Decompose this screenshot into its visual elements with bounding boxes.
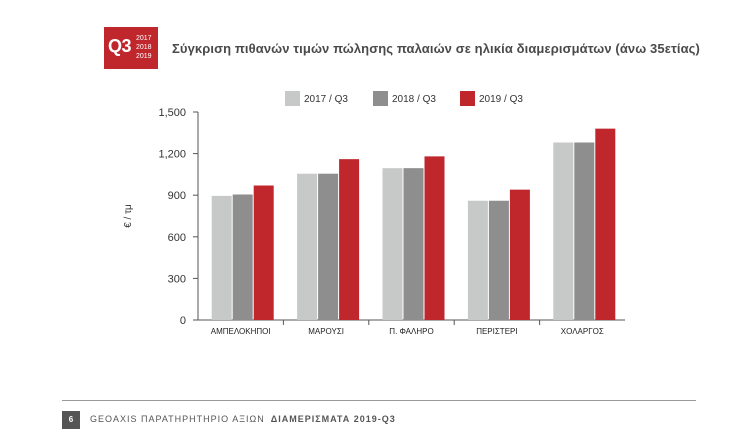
badge-year-2019: 2019 (136, 53, 152, 60)
footer-publisher: GEOAXIS ΠΑΡΑΤΗΡΗΤΗΡΙΟ ΑΞΙΩΝ (90, 414, 265, 424)
footer-report: ΔΙΑΜΕΡΙΣΜΑΤΑ 2019-Q3 (270, 414, 396, 424)
x-tick-label: ΑΜΠΕΛΟΚΗΠΟΙ (211, 327, 271, 336)
bar (211, 195, 232, 320)
bar (553, 142, 574, 320)
y-axis-title: € / τμ (123, 204, 134, 228)
badge-year-2017: 2017 (136, 35, 152, 42)
bar (467, 200, 488, 320)
x-tick-label: ΜΑΡΟΥΣΙ (308, 327, 344, 336)
legend-swatch (285, 91, 300, 106)
y-tick-label: 1,200 (158, 149, 186, 161)
badge-years: 2017 2018 2019 (136, 34, 152, 61)
badge-quarter: Q3 (108, 36, 132, 56)
legend-label: 2017 / Q3 (304, 94, 348, 105)
footer-divider (62, 400, 696, 401)
bar (318, 173, 339, 320)
bar (424, 156, 445, 320)
legend-label: 2019 / Q3 (479, 94, 523, 105)
x-tick-label: ΠΕΡΙΣΤΕΡΙ (476, 327, 517, 336)
badge-year-2018: 2018 (136, 44, 152, 51)
bar (403, 168, 424, 320)
bar (595, 128, 616, 320)
y-tick-label: 300 (168, 273, 186, 285)
bar (232, 194, 253, 320)
bar (339, 159, 360, 320)
y-tick-label: 900 (168, 190, 186, 202)
bar (297, 173, 318, 320)
x-tick-label: Π. ΦΑΛΗΡΟ (389, 327, 433, 336)
legend-swatch (460, 91, 475, 106)
legend-swatch (373, 91, 388, 106)
y-tick-label: 600 (168, 232, 186, 244)
bar-chart: 0 300 600 900 1,200 1,500 € / τμ ΑΜΠΕΛΟΚΗΠΟΙ ΜΑΡ… (123, 91, 625, 336)
footer-caption: GEOAXIS ΠΑΡΑΤΗΡΗΤΗΡΙΟ ΑΞΙΩΝ ΔΙΑΜΕΡΙΣΜΑΤΑ … (90, 414, 396, 424)
y-tick-label: 1,500 (158, 107, 186, 119)
x-tick-label: ΧΟΛΑΡΓΟΣ (561, 327, 604, 336)
chart-title: Σύγκριση πιθανών τιμών πώλησης παλαιών σ… (172, 41, 700, 56)
y-tick-label: 0 (180, 315, 186, 327)
page-number: 6 (62, 411, 80, 429)
bar (509, 189, 530, 320)
legend-label: 2018 / Q3 (392, 94, 436, 105)
bar (382, 168, 403, 320)
bar (574, 142, 595, 320)
bar (488, 200, 509, 320)
q3-badge: Q3 2017 2018 2019 (104, 27, 158, 69)
bar (253, 185, 274, 320)
